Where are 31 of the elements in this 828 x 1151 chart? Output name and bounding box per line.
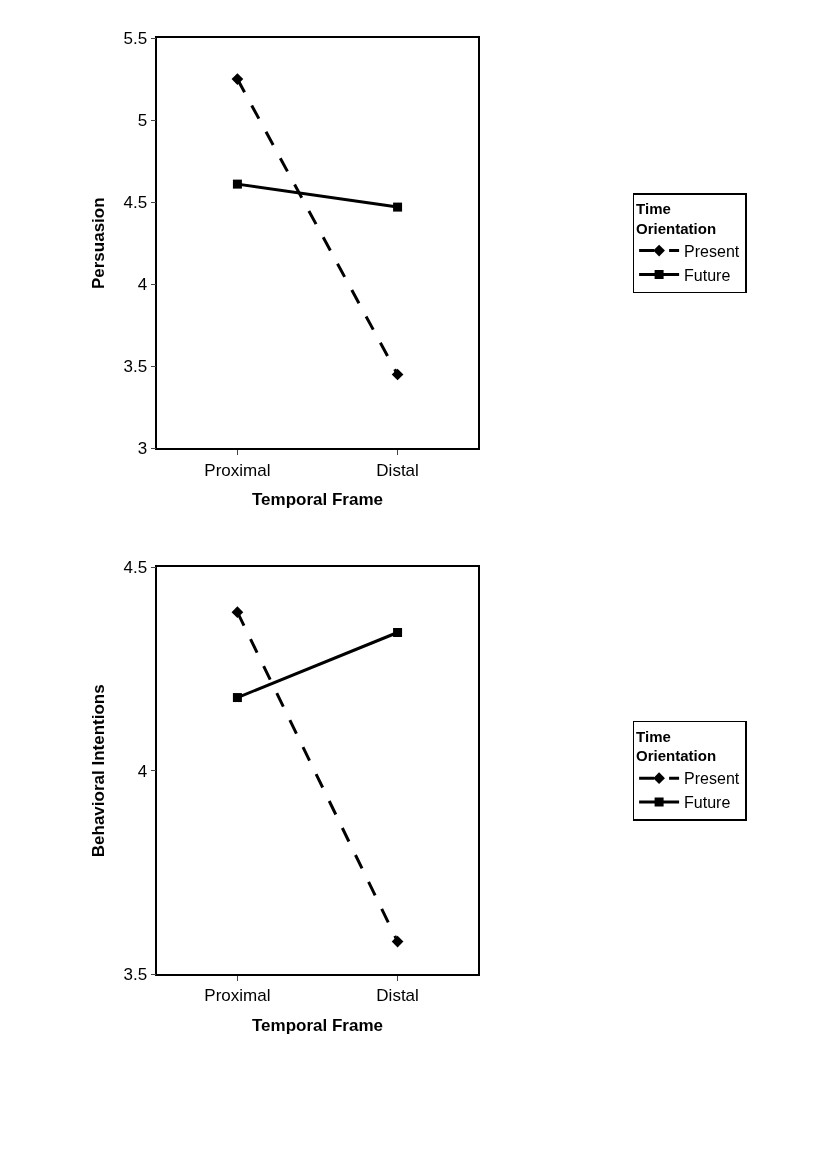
y-tick-label: 5 [137, 111, 148, 131]
y-tick-label: 4 [137, 761, 148, 781]
point [231, 73, 244, 85]
legend-label: Present [684, 770, 740, 788]
point [391, 935, 404, 948]
point [393, 627, 403, 637]
x-tick-label: Proximal [204, 986, 271, 1006]
x-axis-title: Temporal Frame [251, 1016, 383, 1036]
y-tick-label: 3 [137, 439, 148, 459]
legend-title: Time Orientation [636, 200, 717, 237]
legend-label: Future [684, 794, 731, 812]
point [391, 368, 404, 381]
y-tick-label: 3.5 [123, 965, 148, 985]
y-tick-label: 4.5 [123, 193, 148, 213]
y-tick-label: 5.5 [123, 28, 148, 48]
y-axis-title: Persuasion [88, 197, 108, 290]
y-tick-label: 4 [137, 275, 148, 295]
point [393, 202, 403, 212]
y-axis-title: Behavioral Intentions [88, 684, 108, 858]
legend-label: Present [684, 242, 740, 260]
x-tick-label: Distal [376, 986, 419, 1006]
point [232, 179, 242, 189]
point [232, 693, 242, 703]
y-tick-label: 4.5 [123, 558, 148, 578]
x-tick-label: Distal [376, 460, 419, 480]
legend-label: Future [684, 266, 731, 284]
y-tick-label: 3.5 [123, 357, 148, 377]
x-axis-title: Temporal Frame [251, 490, 383, 510]
point [231, 606, 244, 618]
legend-title: Time Orientation [636, 727, 717, 765]
x-tick-label: Proximal [204, 460, 271, 480]
